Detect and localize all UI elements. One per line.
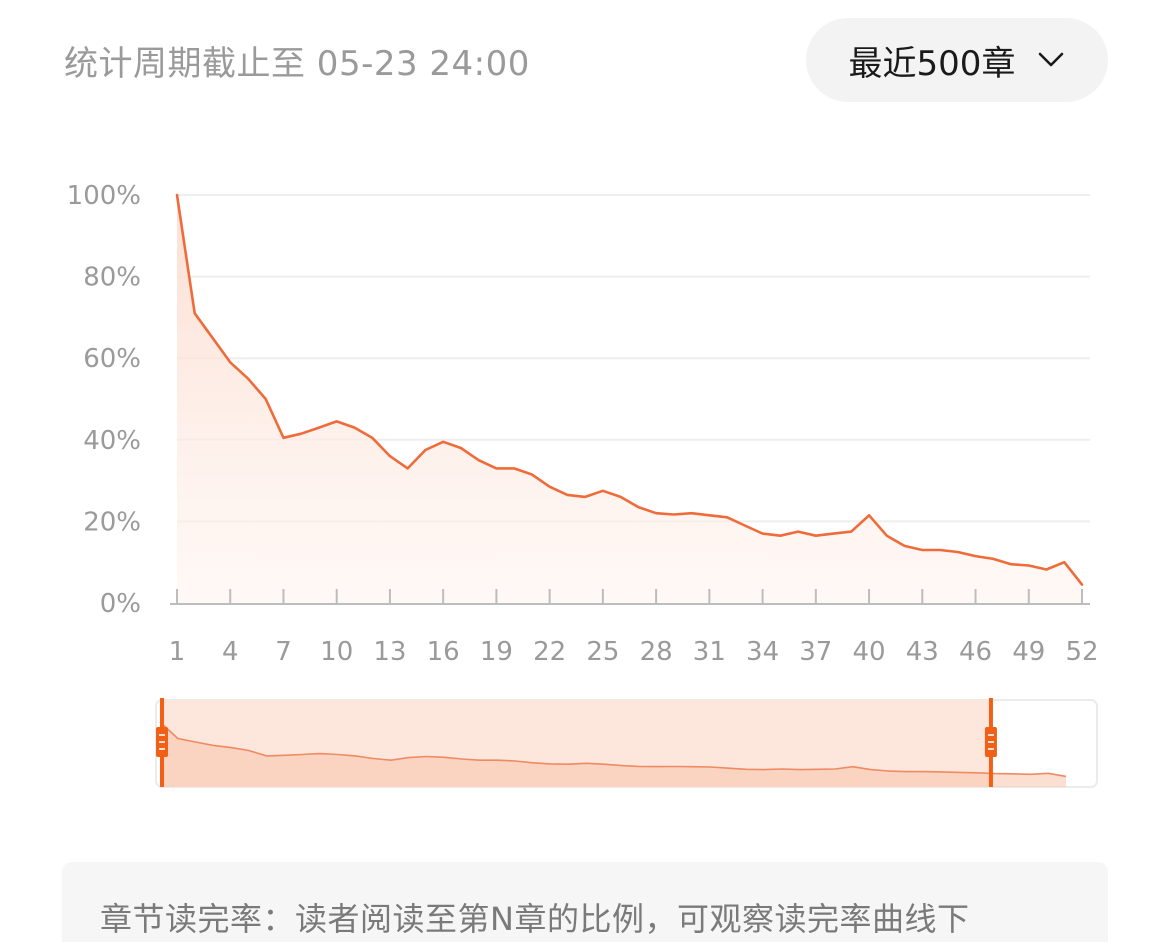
y-tick-label: 80% [83,263,141,293]
x-tick-label: 46 [959,637,992,667]
x-tick-label: 52 [1065,637,1098,667]
slider-handle-start[interactable] [156,698,168,787]
y-tick-label: 0% [100,589,141,619]
x-tick-label: 25 [586,637,619,667]
x-tick-label: 28 [640,637,673,667]
description-text: 章节读完率：读者阅读至第N章的比例，可观察读完率曲线下 [100,900,970,938]
x-tick-label: 34 [746,637,779,667]
series-line [175,193,1084,586]
range-select[interactable]: 最近500章 [806,18,1108,102]
x-tick-label: 4 [222,637,239,667]
slider-preview-line [159,721,1067,778]
slider-preview-area [160,722,1066,787]
x-tick-label: 37 [799,637,832,667]
x-tick-label: 31 [693,637,726,667]
x-tick-label: 22 [533,637,566,667]
x-tick-label: 1 [169,637,186,667]
y-tick-label: 40% [83,426,141,456]
y-tick-label: 20% [83,507,141,537]
series-area [177,195,1082,603]
range-select-label: 最近500章 [848,43,1016,84]
x-tick-label: 19 [480,637,513,667]
chart: 0% 20% 40% 60% 80% 100% 1 4 7 10 13 16 19 22 25 28 31 34… [67,181,1099,788]
x-tick-label: 43 [906,637,939,667]
x-tick-label: 7 [275,637,292,667]
x-tick-label: 13 [373,637,406,667]
period-label: 统计周期截止至 05-23 24:00 [64,44,530,84]
plot-area [175,193,1084,603]
x-tick-label: 10 [320,637,353,667]
chevron-down-icon [1039,52,1064,67]
y-tick-label: 60% [83,344,141,374]
x-tick-label: 16 [427,637,460,667]
x-tick-label: 40 [853,637,886,667]
y-tick-label: 100% [67,181,141,211]
slider-handle-end[interactable] [984,698,997,787]
y-axis: 0% 20% 40% 60% 80% 100% [67,181,141,619]
x-axis: 1 4 7 10 13 16 19 22 25 28 31 34 37 40 43 46 49 52 [169,589,1099,667]
description-box: 章节读完率：读者阅读至第N章的比例，可观察读完率曲线下 [62,862,1108,942]
range-slider[interactable] [155,698,1098,788]
x-tick-label: 49 [1012,637,1045,667]
